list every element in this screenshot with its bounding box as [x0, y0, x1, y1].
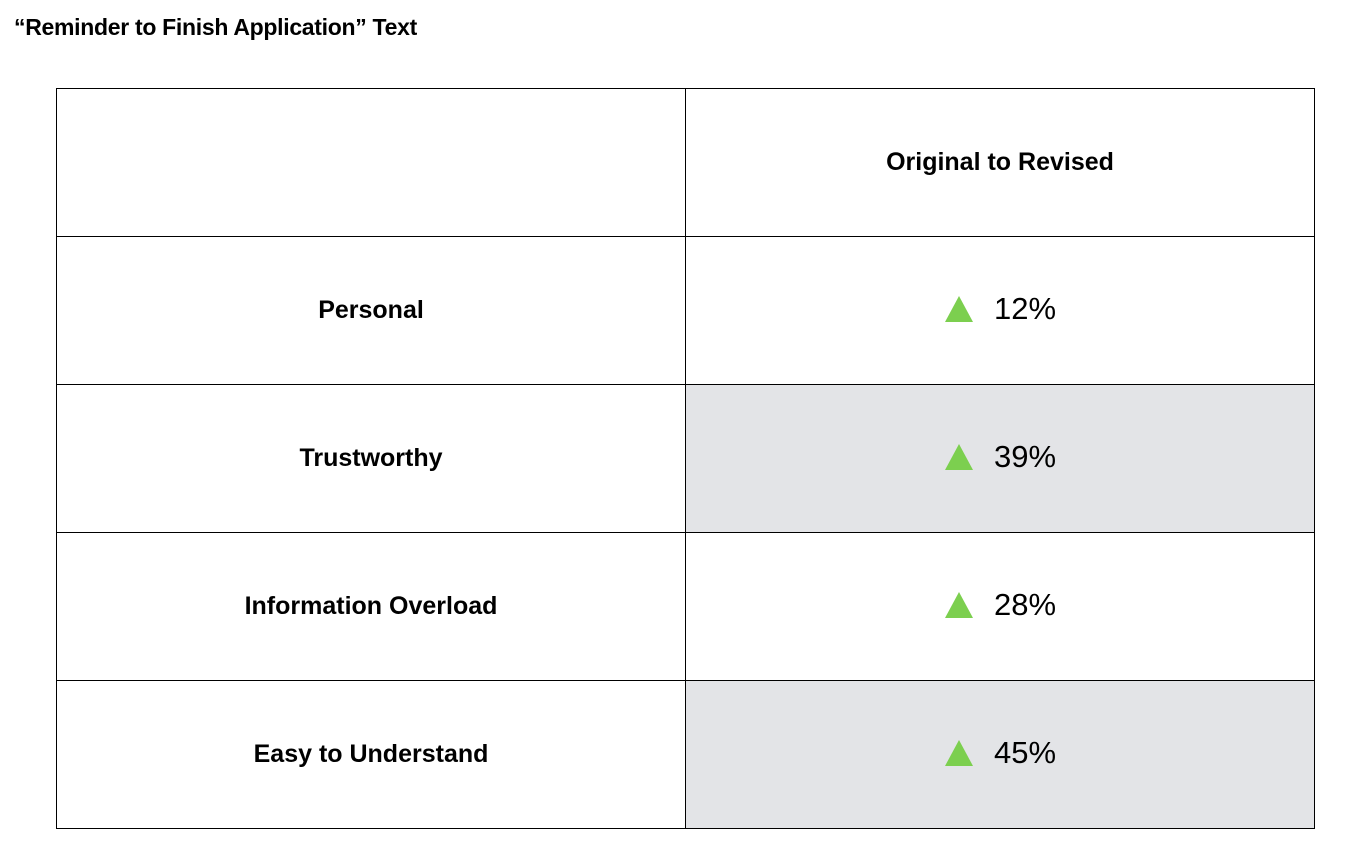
- value-cell: 28%: [685, 532, 1315, 681]
- value-wrap: 28%: [944, 587, 1056, 623]
- header-row: Original to Revised: [56, 88, 1315, 237]
- table-row: Information Overload 28%: [56, 532, 1315, 681]
- empty-header-cell: [56, 88, 686, 237]
- percent-change: 45%: [993, 734, 1057, 770]
- row-label: Easy to Understand: [56, 680, 686, 829]
- up-arrow-shape: [944, 443, 973, 470]
- value-wrap: 12%: [944, 291, 1056, 327]
- percent-change: 28%: [993, 586, 1057, 622]
- value-cell: 39%: [685, 384, 1315, 533]
- page-title: “Reminder to Finish Application” Text: [14, 14, 417, 40]
- value-cell: 12%: [685, 236, 1315, 385]
- percent-change: 39%: [993, 438, 1057, 474]
- value-wrap: 45%: [944, 735, 1056, 771]
- up-arrow-icon: [944, 591, 973, 618]
- value-cell: 45%: [685, 680, 1315, 829]
- up-arrow-shape: [944, 739, 973, 766]
- table-row: Trustworthy 39%: [56, 384, 1315, 533]
- percent-change: 12%: [993, 290, 1057, 326]
- row-label: Trustworthy: [56, 384, 686, 533]
- comparison-table: Original to Revised Personal 12% Trustwort…: [56, 88, 1315, 829]
- row-label: Information Overload: [56, 532, 686, 681]
- table-row: Easy to Understand 45%: [56, 680, 1315, 829]
- row-label: Personal: [56, 236, 686, 385]
- column-header: Original to Revised: [685, 88, 1315, 237]
- up-arrow-shape: [944, 591, 973, 618]
- up-arrow-icon: [944, 443, 973, 470]
- value-wrap: 39%: [944, 439, 1056, 475]
- table-body: Original to Revised Personal 12% Trustwort…: [56, 88, 1315, 829]
- up-arrow-icon: [944, 295, 973, 322]
- up-arrow-shape: [944, 295, 973, 322]
- up-arrow-icon: [944, 739, 973, 766]
- table-row: Personal 12%: [56, 236, 1315, 385]
